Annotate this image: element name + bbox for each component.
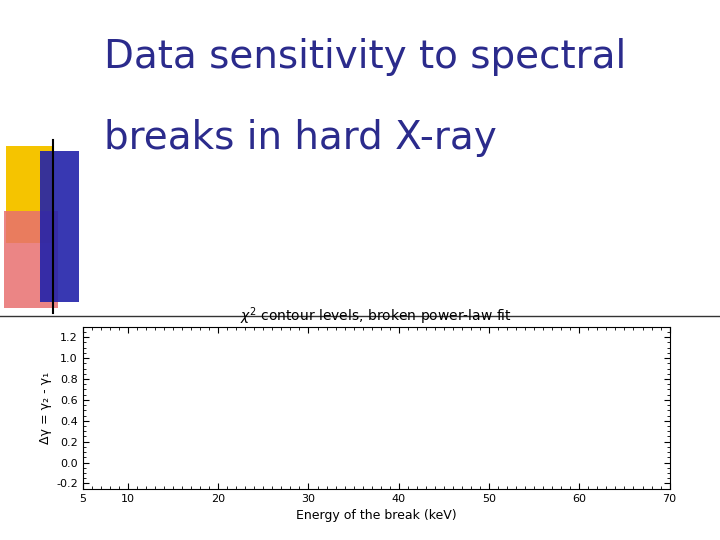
Bar bbox=[6, 146, 53, 243]
Text: breaks in hard X-ray: breaks in hard X-ray bbox=[104, 119, 497, 157]
Bar bbox=[40, 151, 79, 302]
Title: $\chi^2$ contour levels, broken power-law fit: $\chi^2$ contour levels, broken power-la… bbox=[240, 305, 512, 327]
Text: Data sensitivity to spectral: Data sensitivity to spectral bbox=[104, 38, 626, 76]
Bar bbox=[4, 211, 58, 308]
Y-axis label: Δγ = γ₂ - γ₁: Δγ = γ₂ - γ₁ bbox=[39, 372, 52, 444]
X-axis label: Energy of the break (keV): Energy of the break (keV) bbox=[296, 509, 456, 522]
